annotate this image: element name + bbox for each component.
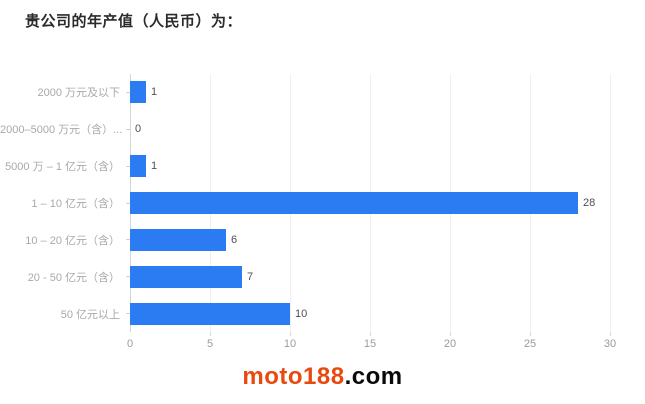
value-label: 1 — [151, 160, 158, 173]
category-label: 1 – 10 亿元（含） — [31, 198, 120, 210]
bar — [130, 302, 290, 325]
page-title: 贵公司的年产值（人民币）为： — [25, 13, 243, 30]
bar — [130, 192, 578, 214]
bar-area: 0 — [130, 111, 610, 148]
y-axis-tick — [126, 128, 130, 130]
x-axis-tick — [210, 332, 211, 336]
bar-area: 10 — [130, 295, 610, 332]
chart-row: 10 – 20 亿元（含） 6 — [0, 221, 645, 258]
x-axis-label: 5 — [206, 338, 214, 350]
category-label: 5000 万 – 1 亿元（含） — [5, 161, 120, 174]
y-axis-tick — [126, 276, 130, 278]
x-axis-tick — [370, 332, 371, 336]
value-label: 7 — [247, 270, 254, 283]
category-label: 50 亿元以上 — [60, 308, 120, 321]
value-label: 0 — [135, 123, 142, 136]
bar — [130, 265, 242, 288]
x-axis-label: 20 — [443, 338, 457, 350]
watermark: moto188.com — [0, 363, 645, 391]
gridline — [610, 74, 611, 332]
bar-area: 1 — [130, 74, 610, 111]
chart-row: 1 – 10 亿元（含） 28 — [0, 185, 645, 222]
x-axis-tick — [290, 332, 291, 336]
y-axis-tick — [126, 313, 130, 315]
x-axis-tick — [530, 332, 531, 336]
bar-area: 6 — [130, 221, 610, 258]
category-label: 2000 万元及以下 — [37, 87, 120, 100]
chart-row: 2000 万元及以下 1 — [0, 74, 645, 111]
category-label: 10 – 20 亿元（含） — [25, 234, 120, 247]
chart-row: 2000–5000 万元（含）... 0 — [0, 111, 645, 148]
x-axis-tick — [610, 332, 611, 336]
x-axis-label: 15 — [363, 338, 377, 350]
chart-row: 50 亿元以上 10 — [0, 295, 645, 332]
bar — [130, 81, 146, 104]
value-label: 10 — [295, 307, 308, 320]
bar-area: 28 — [130, 185, 610, 222]
bar-area: 7 — [130, 258, 610, 295]
category-label: 20 - 50 亿元（含） — [27, 271, 120, 284]
x-axis-label: 10 — [283, 338, 297, 350]
watermark-tld-text: .com — [344, 363, 403, 390]
x-axis-label: 30 — [603, 338, 617, 350]
chart-row: 5000 万 – 1 亿元（含） 1 — [0, 148, 645, 185]
bar-chart: 2000 万元及以下 1 2000–5000 万元（含）... 0 5000 万 – 1… — [0, 62, 645, 357]
watermark-brand-text: moto188 — [242, 363, 345, 390]
x-axis-tick — [450, 332, 451, 336]
value-label: 28 — [583, 197, 596, 209]
bar — [130, 228, 226, 251]
y-axis-tick — [126, 239, 130, 241]
y-axis-tick — [126, 91, 130, 93]
bar-area: 1 — [130, 148, 610, 185]
chart-row: 20 - 50 亿元（含） 7 — [0, 258, 645, 295]
y-axis-tick — [126, 165, 130, 167]
x-axis: 0 5 10 15 20 25 30 — [0, 338, 645, 352]
bar — [130, 155, 146, 178]
x-axis-label: 0 — [126, 338, 134, 350]
value-label: 6 — [231, 233, 238, 246]
category-label: 2000–5000 万元（含）... — [0, 124, 123, 137]
x-axis-label: 25 — [523, 338, 537, 350]
y-axis-tick — [126, 202, 130, 204]
value-label: 1 — [151, 86, 158, 99]
chart-rows: 2000 万元及以下 1 2000–5000 万元（含）... 0 5000 万 – 1… — [0, 74, 645, 332]
